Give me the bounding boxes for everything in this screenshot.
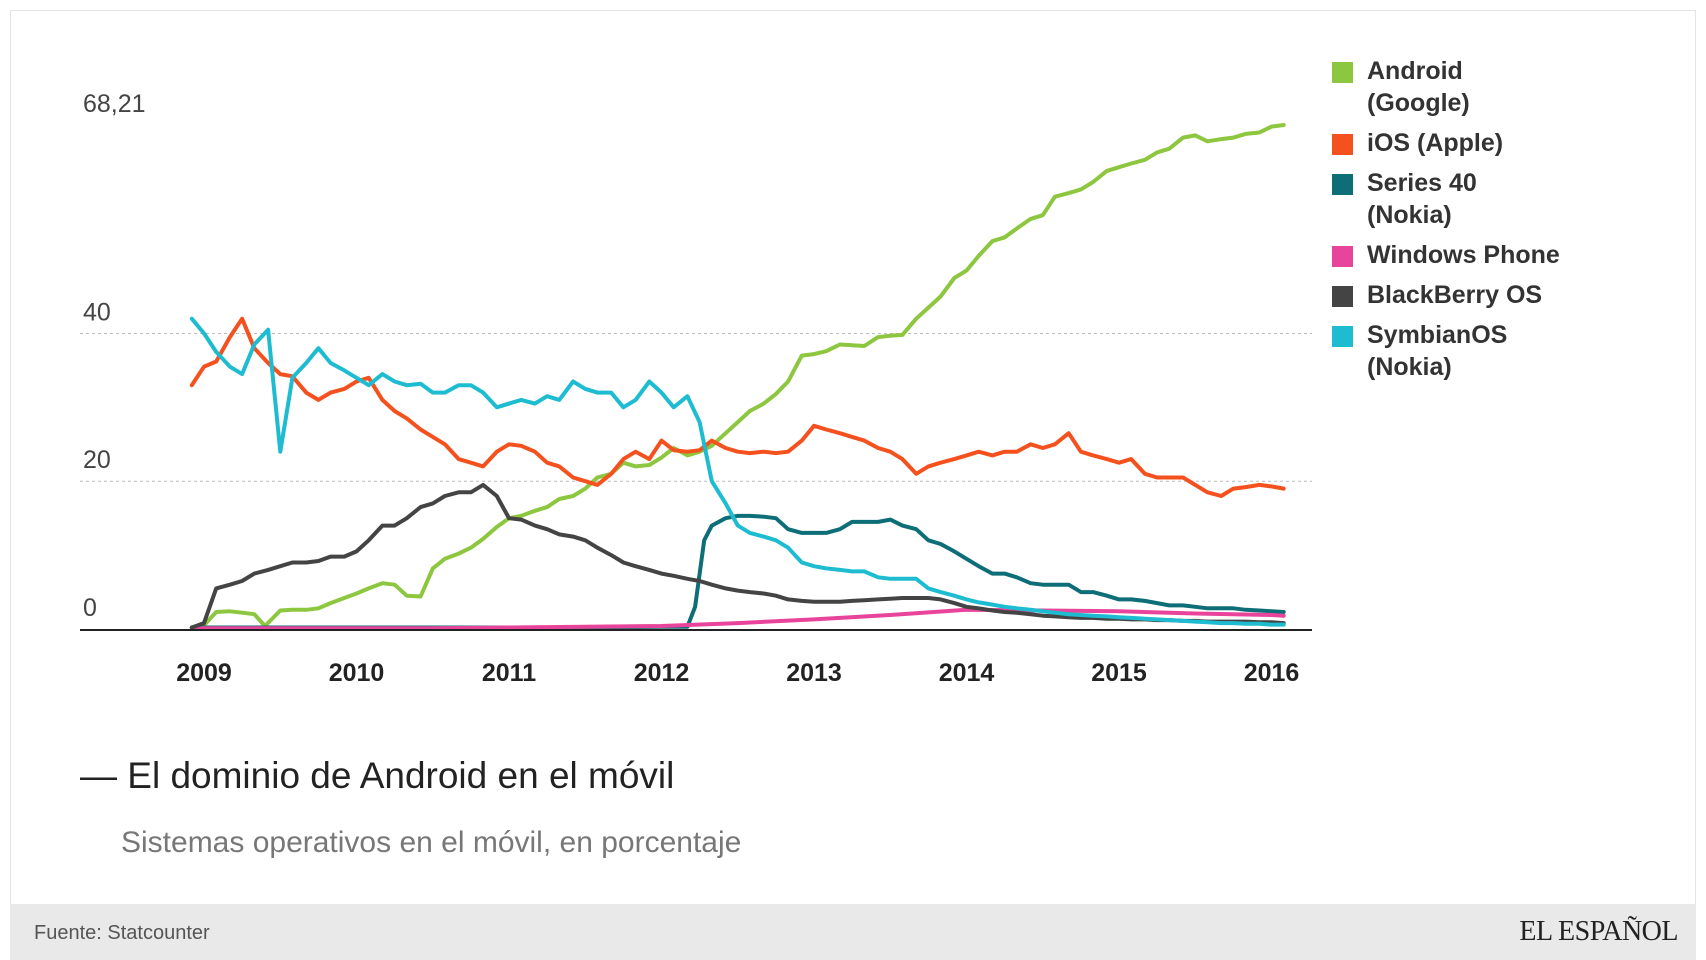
source-label: Fuente: Statcounter <box>34 922 210 944</box>
legend-label: BlackBerry OS <box>1367 281 1543 309</box>
legend-label: iOS (Apple) <box>1367 129 1504 157</box>
chart-subtitle: Sistemas operativos en el móvil, en porc… <box>121 826 742 859</box>
legend-label: Windows Phone <box>1367 241 1560 269</box>
legend-swatch <box>1332 286 1353 307</box>
legend-label: Series 40 (Nokia) <box>1367 169 1477 229</box>
legend-swatch <box>1332 326 1353 347</box>
legend-swatch <box>1332 62 1353 83</box>
series-line-blackberry-os <box>189 482 1286 630</box>
legend-item-ios-apple: iOS (Apple) <box>1332 127 1672 159</box>
series-line-symbianos <box>189 316 1286 627</box>
y-tick-label: 0 <box>83 594 97 622</box>
gridlines <box>80 332 1312 482</box>
chart-title: — El dominio de Android en el móvil <box>80 755 675 796</box>
x-axis-ticks: 2009 2010 2011 2012 2013 2014 2015 2016 <box>176 659 1299 687</box>
series-line-series-40 <box>189 513 1286 630</box>
x-tick-label: 2009 <box>176 659 232 687</box>
legend-item-windows-phone: Windows Phone <box>1332 239 1672 271</box>
x-tick-label: 2011 <box>482 659 536 687</box>
legend-swatch <box>1332 174 1353 195</box>
legend-item-blackberry-os: BlackBerry OS <box>1332 279 1672 311</box>
footer-bar: Fuente: Statcounter EL ESPAÑOL <box>10 904 1696 960</box>
legend-label: SymbianOS (Nokia) <box>1367 321 1508 381</box>
legend-item-symbianos: SymbianOS (Nokia) <box>1332 319 1672 383</box>
x-tick-label: 2010 <box>329 659 385 687</box>
series-lines <box>189 123 1286 631</box>
x-tick-label: 2012 <box>634 659 690 687</box>
series-line-ios-apple <box>189 316 1286 498</box>
y-axis-ticks: 0 20 40 68,21 <box>83 90 146 622</box>
legend-item-android: Android (Google) <box>1332 55 1672 119</box>
series-line-windows-phone <box>189 607 1286 631</box>
legend-item-series-40: Series 40 (Nokia) <box>1332 167 1672 231</box>
y-tick-label: 68,21 <box>83 90 146 118</box>
legend-swatch <box>1332 134 1353 155</box>
y-tick-label: 40 <box>83 298 111 326</box>
legend-label: Android (Google) <box>1367 57 1470 117</box>
x-tick-label: 2016 <box>1244 659 1300 687</box>
x-tick-label: 2014 <box>939 659 995 687</box>
series-line-android <box>189 123 1286 630</box>
y-tick-label: 20 <box>83 446 111 474</box>
chart-card <box>10 10 1696 950</box>
x-tick-label: 2015 <box>1091 659 1147 687</box>
brand-logo[interactable]: EL ESPAÑOL <box>1519 916 1678 947</box>
legend-swatch <box>1332 246 1353 267</box>
legend: Android (Google) iOS (Apple) Series 40 (No… <box>1332 55 1672 391</box>
x-tick-label: 2013 <box>786 659 842 687</box>
